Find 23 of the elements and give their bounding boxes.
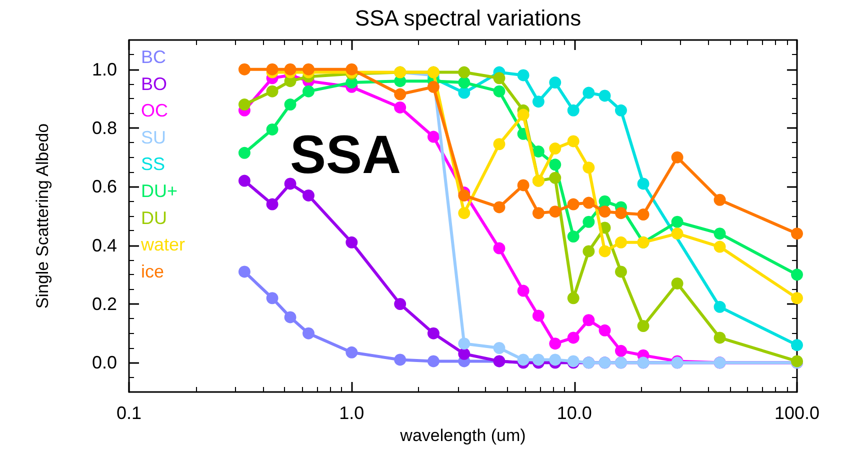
x-axis-title: wavelength (um)	[399, 426, 526, 445]
text: DU	[141, 208, 167, 228]
chart-title: SSA spectral variations	[354, 6, 582, 30]
y-tick-label: 1.0	[92, 59, 117, 80]
y-tick-label: 0.2	[92, 294, 117, 314]
annotation: SSA	[290, 125, 402, 185]
x-tick-label: 0.1	[116, 403, 142, 423]
y-tick-label: 0.4	[92, 235, 117, 256]
y-tick-label: 0.0	[92, 352, 117, 373]
text: BO	[141, 74, 168, 94]
text: BC	[141, 47, 166, 67]
text: DU+	[141, 181, 178, 201]
x-tick-label: 10.0	[556, 403, 592, 423]
y-tick-label: 0.8	[92, 118, 117, 138]
text: OC	[141, 100, 168, 121]
x-tick-label: 1.0	[339, 403, 364, 423]
text: SS	[141, 154, 166, 174]
y-axis-title: Single Scattering Albedo	[33, 123, 52, 309]
text: SU	[141, 127, 166, 148]
x-tick-label: 100.0	[774, 403, 820, 423]
text: water	[140, 234, 186, 255]
y-tick-label: 0.6	[92, 176, 117, 197]
text: ice	[141, 261, 164, 282]
